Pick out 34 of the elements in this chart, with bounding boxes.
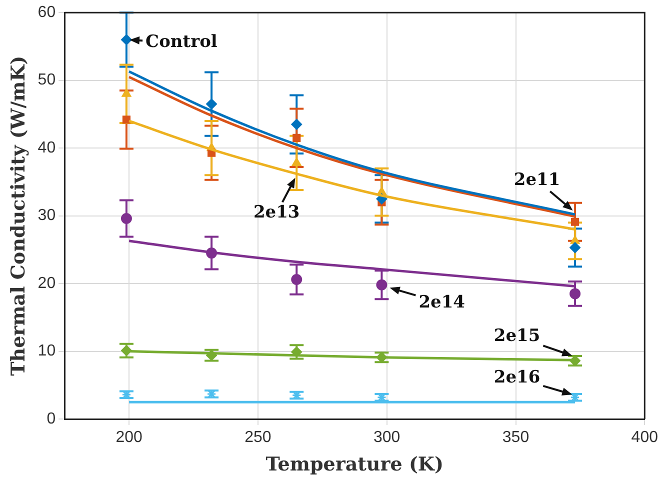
- point: [292, 134, 301, 142]
- point: [122, 88, 132, 97]
- point: [206, 98, 218, 110]
- y-tick-label: 0: [46, 410, 56, 428]
- point: [292, 157, 302, 166]
- x-tick-label: 300: [374, 429, 400, 446]
- point: [570, 242, 581, 254]
- y-tick-label: 20: [38, 274, 56, 292]
- annotation: 2e15: [494, 326, 540, 346]
- x-tick-label: 200: [116, 429, 142, 446]
- x-tick-label: 350: [502, 429, 530, 446]
- annotation: 2e14: [418, 292, 466, 312]
- x-tick-label: 400: [631, 429, 658, 446]
- point: [376, 279, 388, 290]
- y-tick-label: 30: [38, 207, 56, 224]
- point: [570, 235, 580, 244]
- x-tick-label: 250: [244, 429, 272, 446]
- annotation: Control: [146, 32, 218, 52]
- annotation: 2e13: [253, 202, 300, 223]
- y-axis-title: Thermal Conductivity (W/mK): [7, 56, 30, 376]
- y-tick-label: 60: [38, 4, 56, 22]
- y-tick-label: 40: [38, 139, 56, 156]
- annotation: 2e16: [494, 368, 540, 388]
- point: [120, 34, 132, 46]
- point: [571, 218, 580, 226]
- point: [291, 118, 302, 130]
- point: [120, 213, 132, 224]
- y-tick-label: 10: [38, 342, 56, 360]
- point: [122, 116, 131, 124]
- y-tick-label: 50: [38, 72, 56, 89]
- point: [570, 288, 581, 300]
- x-axis-title: Temperature (K): [266, 454, 444, 476]
- point: [291, 274, 302, 285]
- annotation: 2e11: [514, 170, 560, 190]
